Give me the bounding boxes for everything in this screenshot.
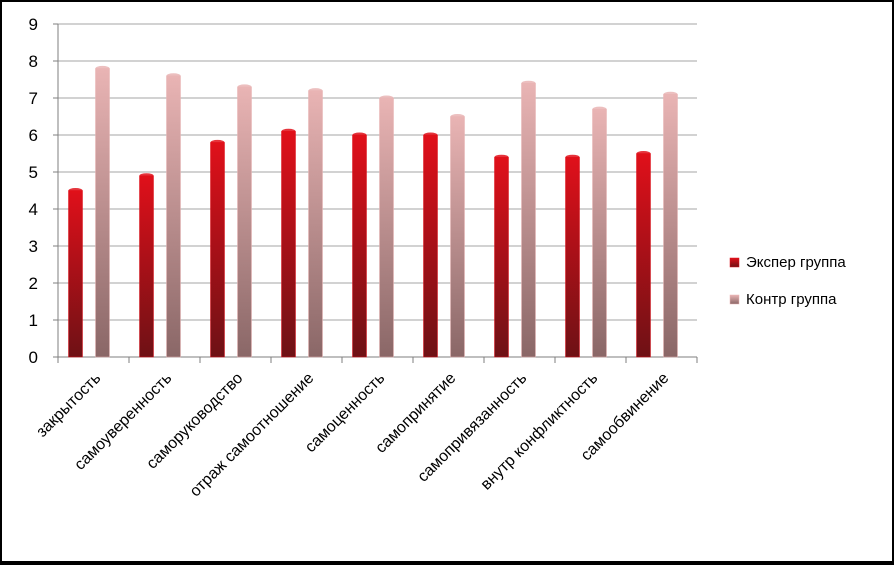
y-tick-label: 2 [29,274,38,293]
y-tick-label: 5 [29,163,38,182]
bar-cap [592,106,607,112]
bar-cap [352,132,367,138]
bar-control [379,97,394,358]
bar-control [521,82,536,358]
bar-cap [521,80,536,86]
legend: Экспер группа Контр группа [729,254,846,308]
y-tick-label: 8 [29,52,38,71]
legend-label: Экспер группа [746,254,846,271]
category-labels: закрытостьсамоуверенностьсаморуководство… [33,370,672,501]
bar-exper [210,142,225,358]
bar-exper [68,190,83,358]
category-label: внутр конфликтность [478,370,602,494]
bar-cap [308,88,323,94]
y-tick-label: 4 [29,200,38,219]
bar-exper [494,156,509,358]
bar-cap [379,95,394,101]
bar-cap [663,91,678,97]
bar-control [308,90,323,358]
category-label: закрытость [33,370,104,441]
bar-cap [237,84,252,90]
bar-cap [494,154,509,160]
bar-exper [352,134,367,358]
y-tick-label: 3 [29,237,38,256]
y-tick-label: 9 [29,15,38,34]
bar-exper [281,131,296,358]
axes [53,23,698,363]
bar-cap [450,114,465,119]
bar-control [237,86,252,358]
bars [68,65,678,358]
category-label: отраж самоотношение [187,370,318,501]
bar-cap [565,154,580,160]
bar-control [166,75,181,358]
y-tick-labels: 0 1 2 3 4 5 6 7 8 9 [29,15,38,367]
legend-label: Контр группа [746,291,837,308]
y-tick-label: 0 [29,348,38,367]
bar-cap [281,128,296,134]
grid-lines [58,23,697,321]
y-tick-label: 7 [29,89,38,108]
bar-control [95,68,110,358]
bar-cap [166,73,181,79]
bar-control [450,116,465,358]
y-tick-label: 6 [29,126,38,145]
bar-cap [423,132,438,138]
bar-exper [636,153,651,358]
bar-cap [68,188,83,193]
bar-exper [565,156,580,358]
bar-exper [139,175,154,358]
bar-control [663,94,678,358]
bar-cap [636,151,651,156]
legend-swatch [729,294,740,305]
bar-cap [139,173,154,179]
bar-control [592,108,607,358]
bar-cap [95,65,110,71]
bar-cap [210,139,225,145]
y-tick-label: 1 [29,311,38,330]
legend-swatch [729,257,740,268]
bar-exper [423,134,438,358]
